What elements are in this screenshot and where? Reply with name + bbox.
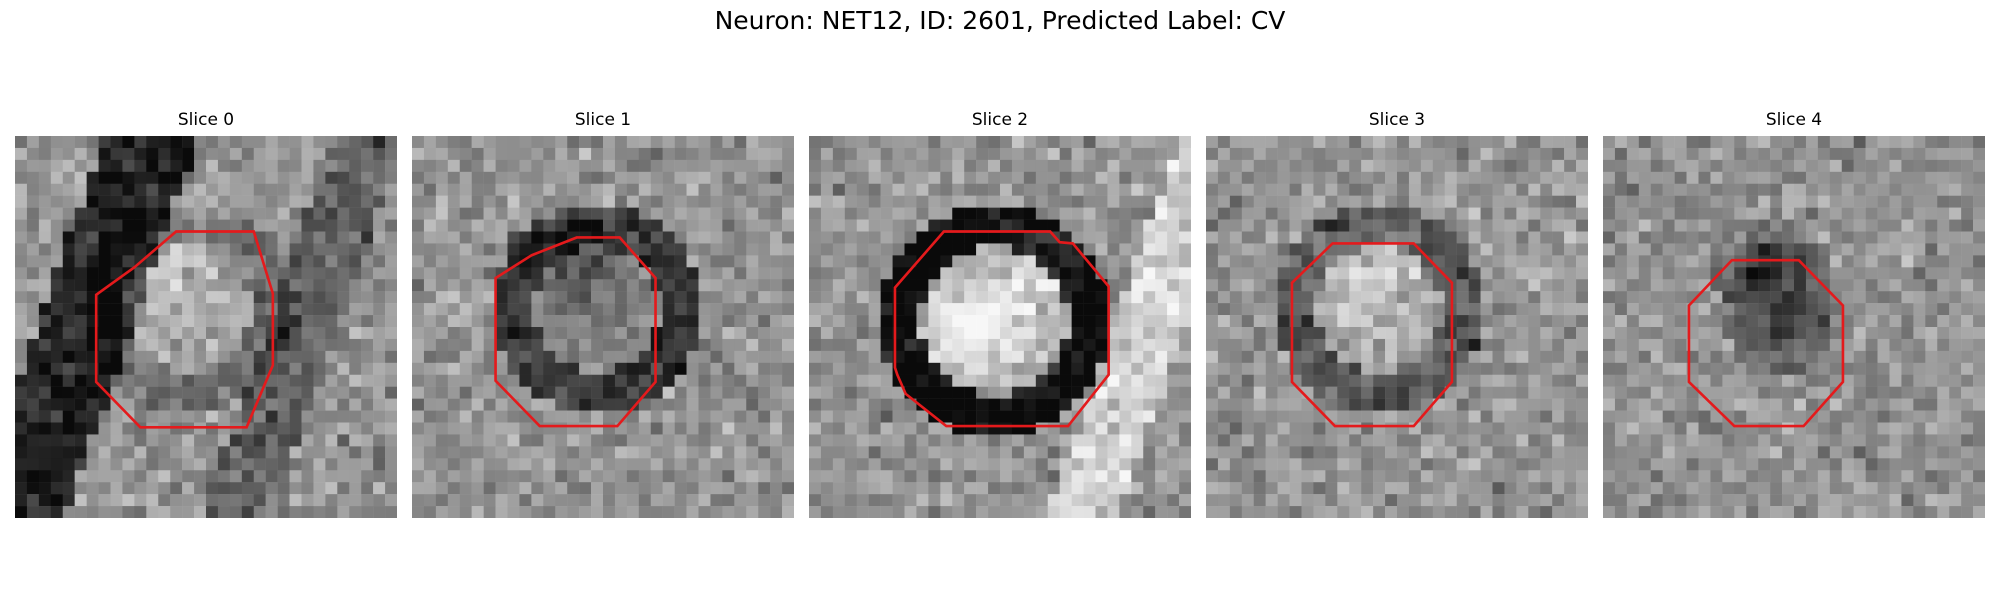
slice-image (15, 136, 397, 518)
slice-title: Slice 1 (574, 110, 632, 130)
roi-contour (94, 230, 275, 429)
grayscale-slice-image (1206, 136, 1588, 518)
slice-title: Slice 3 (1368, 110, 1426, 130)
slice-title: Slice 0 (177, 110, 235, 130)
grayscale-slice-image (15, 136, 397, 518)
grayscale-slice-image (809, 136, 1191, 518)
grayscale-slice-image (1603, 136, 1985, 518)
slice-panel-0: Slice 0 (15, 108, 397, 518)
roi-contour (1290, 242, 1454, 428)
slice-image (412, 136, 794, 518)
slice-image (809, 136, 1191, 518)
roi-contour (893, 230, 1110, 428)
roi-contour (494, 236, 657, 428)
roi-contour (1687, 258, 1845, 428)
slice-image (1603, 136, 1985, 518)
slice-title: Slice 2 (971, 110, 1029, 130)
slice-title: Slice 4 (1765, 110, 1823, 130)
slice-panel-1: Slice 1 (412, 108, 794, 518)
slice-panel-3: Slice 3 (1206, 108, 1588, 518)
slice-panel-4: Slice 4 (1603, 108, 1985, 518)
figure-title: Neuron: NET12, ID: 2601, Predicted Label… (714, 6, 1286, 35)
slice-image (1206, 136, 1588, 518)
slice-panel-2: Slice 2 (809, 108, 1191, 518)
grayscale-slice-image (412, 136, 794, 518)
